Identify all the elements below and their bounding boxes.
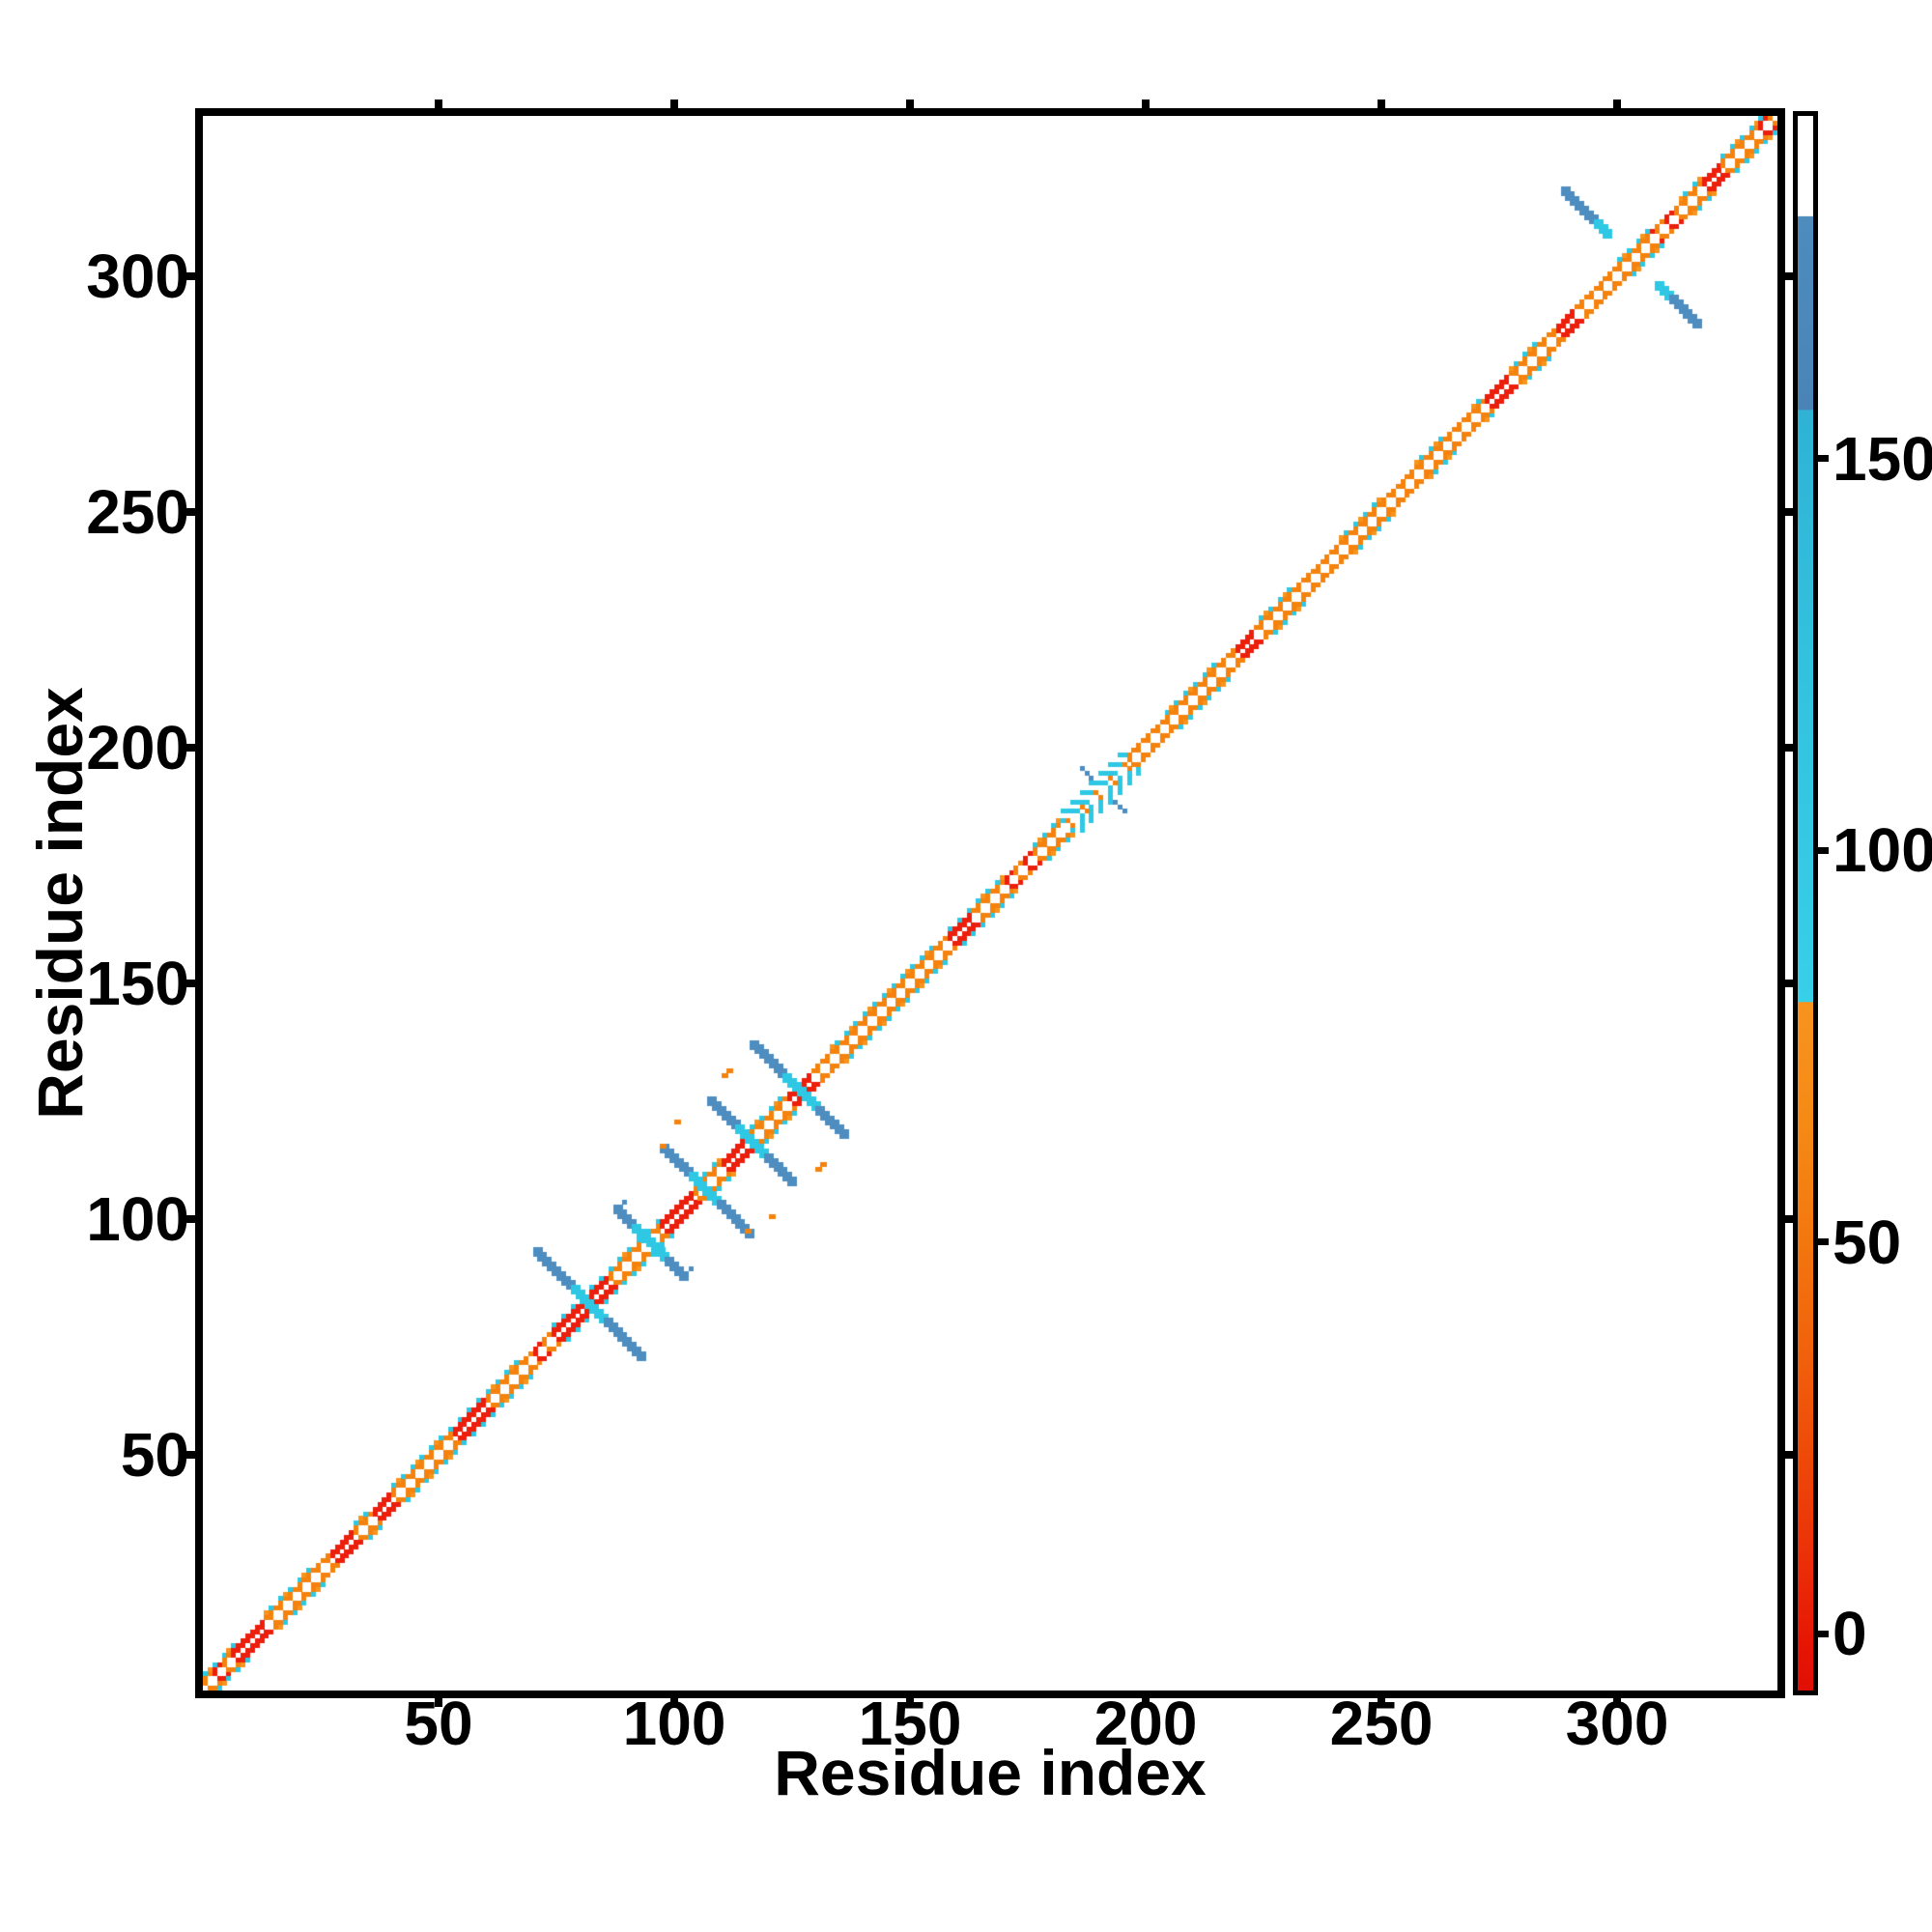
x-tick-label-100: 100 [622, 1689, 726, 1758]
colorbar-tick-50 [1818, 1238, 1829, 1246]
y-tick-150 [186, 979, 195, 987]
contact-map-canvas [203, 116, 1777, 1690]
y-axis-title: Residue index [24, 687, 96, 1120]
y-tick-right-100 [1785, 1214, 1794, 1223]
x-tick-label-150: 150 [858, 1689, 962, 1758]
colorbar-tick-label-0: 0 [1833, 1599, 1867, 1668]
y-tick-50 [186, 1450, 195, 1459]
x-tick-150 [906, 1698, 915, 1707]
x-tick-top-200 [1142, 99, 1151, 108]
y-tick-right-150 [1785, 979, 1794, 987]
colorbar [1793, 111, 1818, 1695]
x-tick-label-200: 200 [1094, 1689, 1198, 1758]
y-tick-label-300: 300 [86, 241, 189, 311]
x-tick-50 [435, 1698, 442, 1707]
colorbar-tick-150 [1818, 455, 1829, 463]
y-tick-100 [186, 1214, 195, 1223]
y-tick-right-250 [1785, 507, 1794, 516]
y-tick-300 [186, 271, 195, 280]
x-tick-300 [1613, 1698, 1622, 1707]
y-tick-right-300 [1785, 271, 1794, 280]
x-tick-top-150 [906, 99, 915, 108]
y-tick-250 [186, 507, 195, 516]
x-tick-top-300 [1613, 99, 1622, 108]
colorbar-tick-100 [1818, 846, 1829, 854]
y-tick-label-150: 150 [86, 948, 189, 1018]
y-tick-label-50: 50 [120, 1419, 189, 1490]
y-tick-label-200: 200 [86, 712, 189, 782]
x-tick-250 [1378, 1698, 1386, 1707]
x-tick-top-250 [1378, 99, 1386, 108]
x-tick-top-100 [670, 99, 679, 108]
colorbar-tick-label-100: 100 [1833, 815, 1932, 886]
x-tick-label-50: 50 [404, 1689, 473, 1758]
y-tick-label-100: 100 [86, 1183, 189, 1254]
colorbar-tick-label-50: 50 [1833, 1207, 1902, 1277]
colorbar-tick-label-150: 150 [1833, 423, 1932, 494]
x-tick-200 [1142, 1698, 1151, 1707]
y-tick-right-50 [1785, 1450, 1794, 1459]
colorbar-tick-0 [1818, 1630, 1829, 1637]
y-tick-label-250: 250 [86, 476, 189, 547]
x-tick-label-300: 300 [1565, 1689, 1669, 1758]
y-tick-right-200 [1785, 743, 1794, 752]
x-tick-label-250: 250 [1329, 1689, 1434, 1758]
x-axis-title: Residue index [774, 1737, 1207, 1808]
x-tick-100 [670, 1698, 679, 1707]
x-tick-top-50 [435, 99, 442, 108]
y-tick-200 [186, 743, 195, 752]
